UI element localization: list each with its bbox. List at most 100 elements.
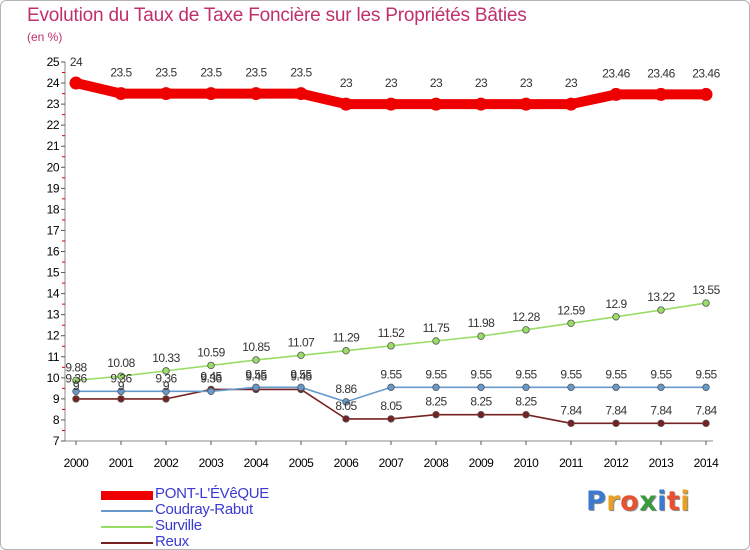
data-point	[432, 337, 440, 345]
data-label: 8.86	[335, 382, 357, 396]
data-point	[657, 419, 665, 428]
data-label: 9.36	[65, 371, 87, 385]
y-tick-label: 8	[53, 413, 60, 427]
data-label: 9.55	[380, 367, 402, 381]
y-tick-label: 12	[47, 329, 60, 343]
x-tick-label: 2002	[154, 456, 180, 470]
data-point	[477, 332, 485, 340]
data-label: 9.36	[110, 371, 132, 385]
data-label: 9.55	[245, 367, 267, 381]
data-point	[159, 87, 173, 101]
data-label: 24	[70, 55, 83, 69]
data-point	[702, 419, 710, 428]
data-label: 9.55	[650, 367, 672, 381]
x-tick-label: 2003	[199, 456, 225, 470]
data-point	[339, 97, 353, 111]
data-label: 13.55	[692, 283, 720, 297]
data-label: 7.84	[695, 403, 717, 417]
data-point	[477, 410, 485, 419]
data-label: 23	[340, 76, 353, 90]
data-point	[342, 415, 350, 423]
data-point	[117, 395, 125, 403]
legend-label: Coudray-Rabut	[155, 501, 253, 518]
data-point	[72, 376, 80, 385]
data-label: 12.59	[557, 303, 585, 317]
data-label: 9.55	[470, 367, 492, 381]
data-label: 23	[385, 76, 398, 90]
y-tick-label: 23	[47, 97, 60, 111]
legend-label: PONT-L'ÉVêQUE	[155, 485, 269, 502]
y-tick-label: 19	[47, 181, 60, 195]
x-tick-label: 2012	[604, 456, 630, 470]
data-label: 9.55	[560, 367, 582, 381]
legend-swatch	[101, 510, 153, 512]
data-label: 9	[118, 379, 125, 393]
data-label: 10.85	[242, 340, 270, 354]
data-point	[432, 383, 440, 392]
data-label: 23	[520, 76, 533, 90]
x-tick-label: 2013	[649, 456, 675, 470]
data-point	[609, 87, 623, 101]
data-point	[114, 87, 128, 101]
data-label: 23.46	[647, 66, 675, 80]
data-label: 9.45	[290, 369, 312, 383]
chart-title: Evolution du Taux de Taxe Foncière sur l…	[27, 5, 527, 26]
data-point	[657, 306, 665, 314]
data-point	[474, 97, 488, 111]
data-point	[522, 326, 530, 334]
data-point	[384, 97, 398, 111]
chart-subtitle: (en %)	[27, 30, 63, 44]
data-point	[657, 383, 665, 392]
data-point	[297, 351, 305, 360]
y-tick-label: 16	[47, 245, 60, 259]
x-tick-label: 2004	[244, 456, 270, 470]
data-point	[207, 361, 215, 370]
data-label: 8.05	[335, 399, 357, 413]
y-tick-label: 7	[53, 434, 60, 448]
data-label: 8.25	[425, 395, 447, 409]
y-tick-label: 14	[47, 287, 60, 301]
data-label: 23	[475, 76, 488, 90]
legend-label: Surville	[155, 517, 202, 534]
x-tick-label: 2001	[109, 456, 135, 470]
y-tick-label: 10	[47, 371, 60, 385]
x-tick-label: 2000	[64, 456, 90, 470]
x-tick-label: 2005	[289, 456, 315, 470]
data-point	[567, 419, 575, 428]
data-label: 9.55	[515, 367, 537, 381]
data-point	[387, 383, 395, 392]
data-label: 11.98	[468, 316, 495, 330]
data-point	[72, 387, 80, 396]
data-point	[387, 342, 395, 350]
data-label: 23.5	[290, 66, 312, 80]
data-point	[567, 383, 575, 392]
data-label: 23.46	[602, 66, 630, 80]
data-point	[162, 367, 170, 375]
data-point	[699, 87, 713, 101]
data-label: 11.52	[378, 326, 405, 340]
x-tick-label: 2010	[514, 456, 540, 470]
data-label: 23.46	[692, 66, 720, 80]
data-point	[519, 97, 533, 111]
data-point	[294, 87, 308, 101]
data-label: 9.88	[65, 360, 87, 374]
data-label: 23.5	[200, 66, 222, 80]
y-tick-label: 22	[47, 118, 60, 132]
legend-swatch	[101, 542, 153, 544]
data-label: 23	[430, 76, 443, 90]
data-point	[69, 76, 83, 90]
data-label: 11.07	[288, 335, 315, 349]
data-label: 12.9	[605, 297, 627, 311]
y-tick-label: 24	[47, 76, 60, 90]
proxiti-logo: Proxiti	[586, 486, 691, 517]
data-point	[204, 87, 218, 101]
data-point	[564, 97, 578, 111]
data-point	[252, 356, 260, 364]
data-label: 11.75	[423, 321, 450, 335]
x-tick-label: 2006	[334, 456, 360, 470]
y-tick-label: 9	[53, 392, 60, 406]
data-point	[387, 415, 395, 423]
y-tick-label: 17	[47, 223, 60, 237]
x-tick-label: 2008	[424, 456, 450, 470]
